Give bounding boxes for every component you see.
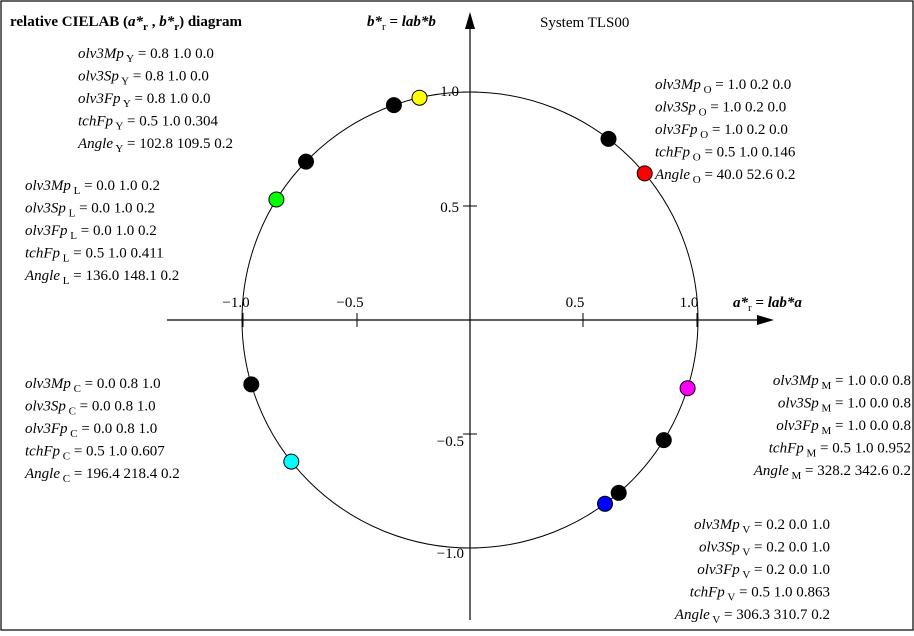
data-point-l xyxy=(298,153,314,170)
info-line-olv3mp: olv3Mp V = 0.2 0.0 1.0 xyxy=(694,517,830,536)
info-line-tchfp: tchFp M = 0.5 1.0 0.952 xyxy=(769,441,911,460)
info-line-olv3mp: olv3Mp M = 1.0 0.0 0.8 xyxy=(773,373,911,392)
info-line-olv3sp: olv3Sp Y = 0.8 1.0 0.0 xyxy=(78,69,209,88)
info-line-olv3sp: olv3Sp L = 0.0 1.0 0.2 xyxy=(25,201,155,220)
info-block-y: olv3Mp Y = 0.8 1.0 0.0 olv3Sp Y = 0.8 1.0… xyxy=(77,46,233,155)
info-line-tchfp: tchFp L = 0.5 1.0 0.411 xyxy=(25,246,164,265)
info-line-tchfp: tchFp Y = 0.5 1.0 0.304 xyxy=(78,114,219,133)
info-line-tchfp: tchFp O = 0.5 1.0 0.146 xyxy=(655,145,796,164)
data-point-y xyxy=(411,89,428,106)
chart-title: relative CIELAB (a*r , b*r) diagram xyxy=(10,14,242,33)
info-line-olv3fp: olv3Fp L = 0.0 1.0 0.2 xyxy=(25,223,157,242)
info-line-olv3fp: olv3Fp Y = 0.8 1.0 0.0 xyxy=(78,91,211,110)
data-point-l xyxy=(268,191,285,208)
info-line-angle: Angle C = 196.4 218.4 0.2 xyxy=(24,466,180,485)
hue-points xyxy=(243,89,696,512)
b-axis-arrow xyxy=(465,12,475,29)
tick-label-a: −1.0 xyxy=(222,295,249,311)
info-line-olv3mp: olv3Mp C = 0.0 0.8 1.0 xyxy=(25,376,161,395)
info-line-olv3mp: olv3Mp O = 1.0 0.2 0.0 xyxy=(655,77,791,96)
b-axis-label: b*r = lab*b xyxy=(367,14,436,33)
info-line-angle: Angle L = 136.0 148.1 0.2 xyxy=(24,268,179,287)
info-line-angle: Angle Y = 102.8 109.5 0.2 xyxy=(77,136,233,155)
info-line-olv3fp: olv3Fp O = 1.0 0.2 0.0 xyxy=(655,122,788,141)
data-point-o xyxy=(636,165,653,182)
a-axis-label: a*r = lab*a xyxy=(733,295,802,314)
hue-info-blocks: olv3Mp Y = 0.8 1.0 0.0 olv3Sp Y = 0.8 1.0… xyxy=(24,46,911,626)
data-point-m xyxy=(655,432,672,449)
tick-label-b: 1.0 xyxy=(440,84,459,100)
info-block-v: olv3Mp V = 0.2 0.0 1.0 olv3Sp V = 0.2 0.0… xyxy=(674,517,830,626)
data-point-v xyxy=(597,495,613,512)
info-line-olv3mp: olv3Mp Y = 0.8 1.0 0.0 xyxy=(78,46,214,65)
info-block-m: olv3Mp M = 1.0 0.0 0.8 olv3Sp M = 1.0 0.0… xyxy=(753,373,911,482)
tick-label-a: 1.0 xyxy=(680,295,699,311)
info-line-tchfp: tchFp C = 0.5 1.0 0.607 xyxy=(25,444,165,463)
tick-label-a: 0.5 xyxy=(566,295,585,311)
info-line-angle: Angle O = 40.0 52.6 0.2 xyxy=(654,167,795,186)
info-line-angle: Angle M = 328.2 342.6 0.2 xyxy=(753,463,911,482)
system-label: System TLS00 xyxy=(540,15,629,31)
info-line-olv3fp: olv3Fp M = 1.0 0.0 0.8 xyxy=(776,418,911,437)
info-block-l: olv3Mp L = 0.0 1.0 0.2 olv3Sp L = 0.0 1.0… xyxy=(24,178,179,287)
data-point-c xyxy=(243,376,260,393)
info-block-c: olv3Mp C = 0.0 0.8 1.0 olv3Sp C = 0.0 0.8… xyxy=(24,376,180,485)
info-line-olv3mp: olv3Mp L = 0.0 1.0 0.2 xyxy=(25,178,160,197)
data-point-o xyxy=(600,130,617,147)
info-line-olv3sp: olv3Sp C = 0.0 0.8 1.0 xyxy=(25,399,156,418)
unit-circle xyxy=(241,91,699,549)
info-line-olv3sp: olv3Sp M = 1.0 0.0 0.8 xyxy=(778,396,911,415)
data-point-v xyxy=(610,484,627,501)
tick-label-b: −0.5 xyxy=(437,434,464,450)
tick-label-b: 0.5 xyxy=(440,200,459,216)
data-point-c xyxy=(283,453,300,470)
info-line-olv3sp: olv3Sp O = 1.0 0.2 0.0 xyxy=(655,100,786,119)
info-line-tchfp: tchFp V = 0.5 1.0 0.863 xyxy=(690,585,830,604)
info-line-olv3sp: olv3Sp V = 0.2 0.0 1.0 xyxy=(699,540,830,559)
data-point-y xyxy=(385,97,402,114)
info-block-o: olv3Mp O = 1.0 0.2 0.0 olv3Sp O = 1.0 0.2… xyxy=(654,77,796,186)
info-line-olv3fp: olv3Fp C = 0.0 0.8 1.0 xyxy=(25,421,157,440)
a-axis-arrow xyxy=(757,315,774,325)
info-line-olv3fp: olv3Fp V = 0.2 0.0 1.0 xyxy=(697,562,830,581)
data-point-m xyxy=(679,380,696,397)
tick-label-b: −1.0 xyxy=(437,546,464,562)
tick-label-a: −0.5 xyxy=(336,295,363,311)
info-line-angle: Angle V = 306.3 310.7 0.2 xyxy=(674,607,830,626)
